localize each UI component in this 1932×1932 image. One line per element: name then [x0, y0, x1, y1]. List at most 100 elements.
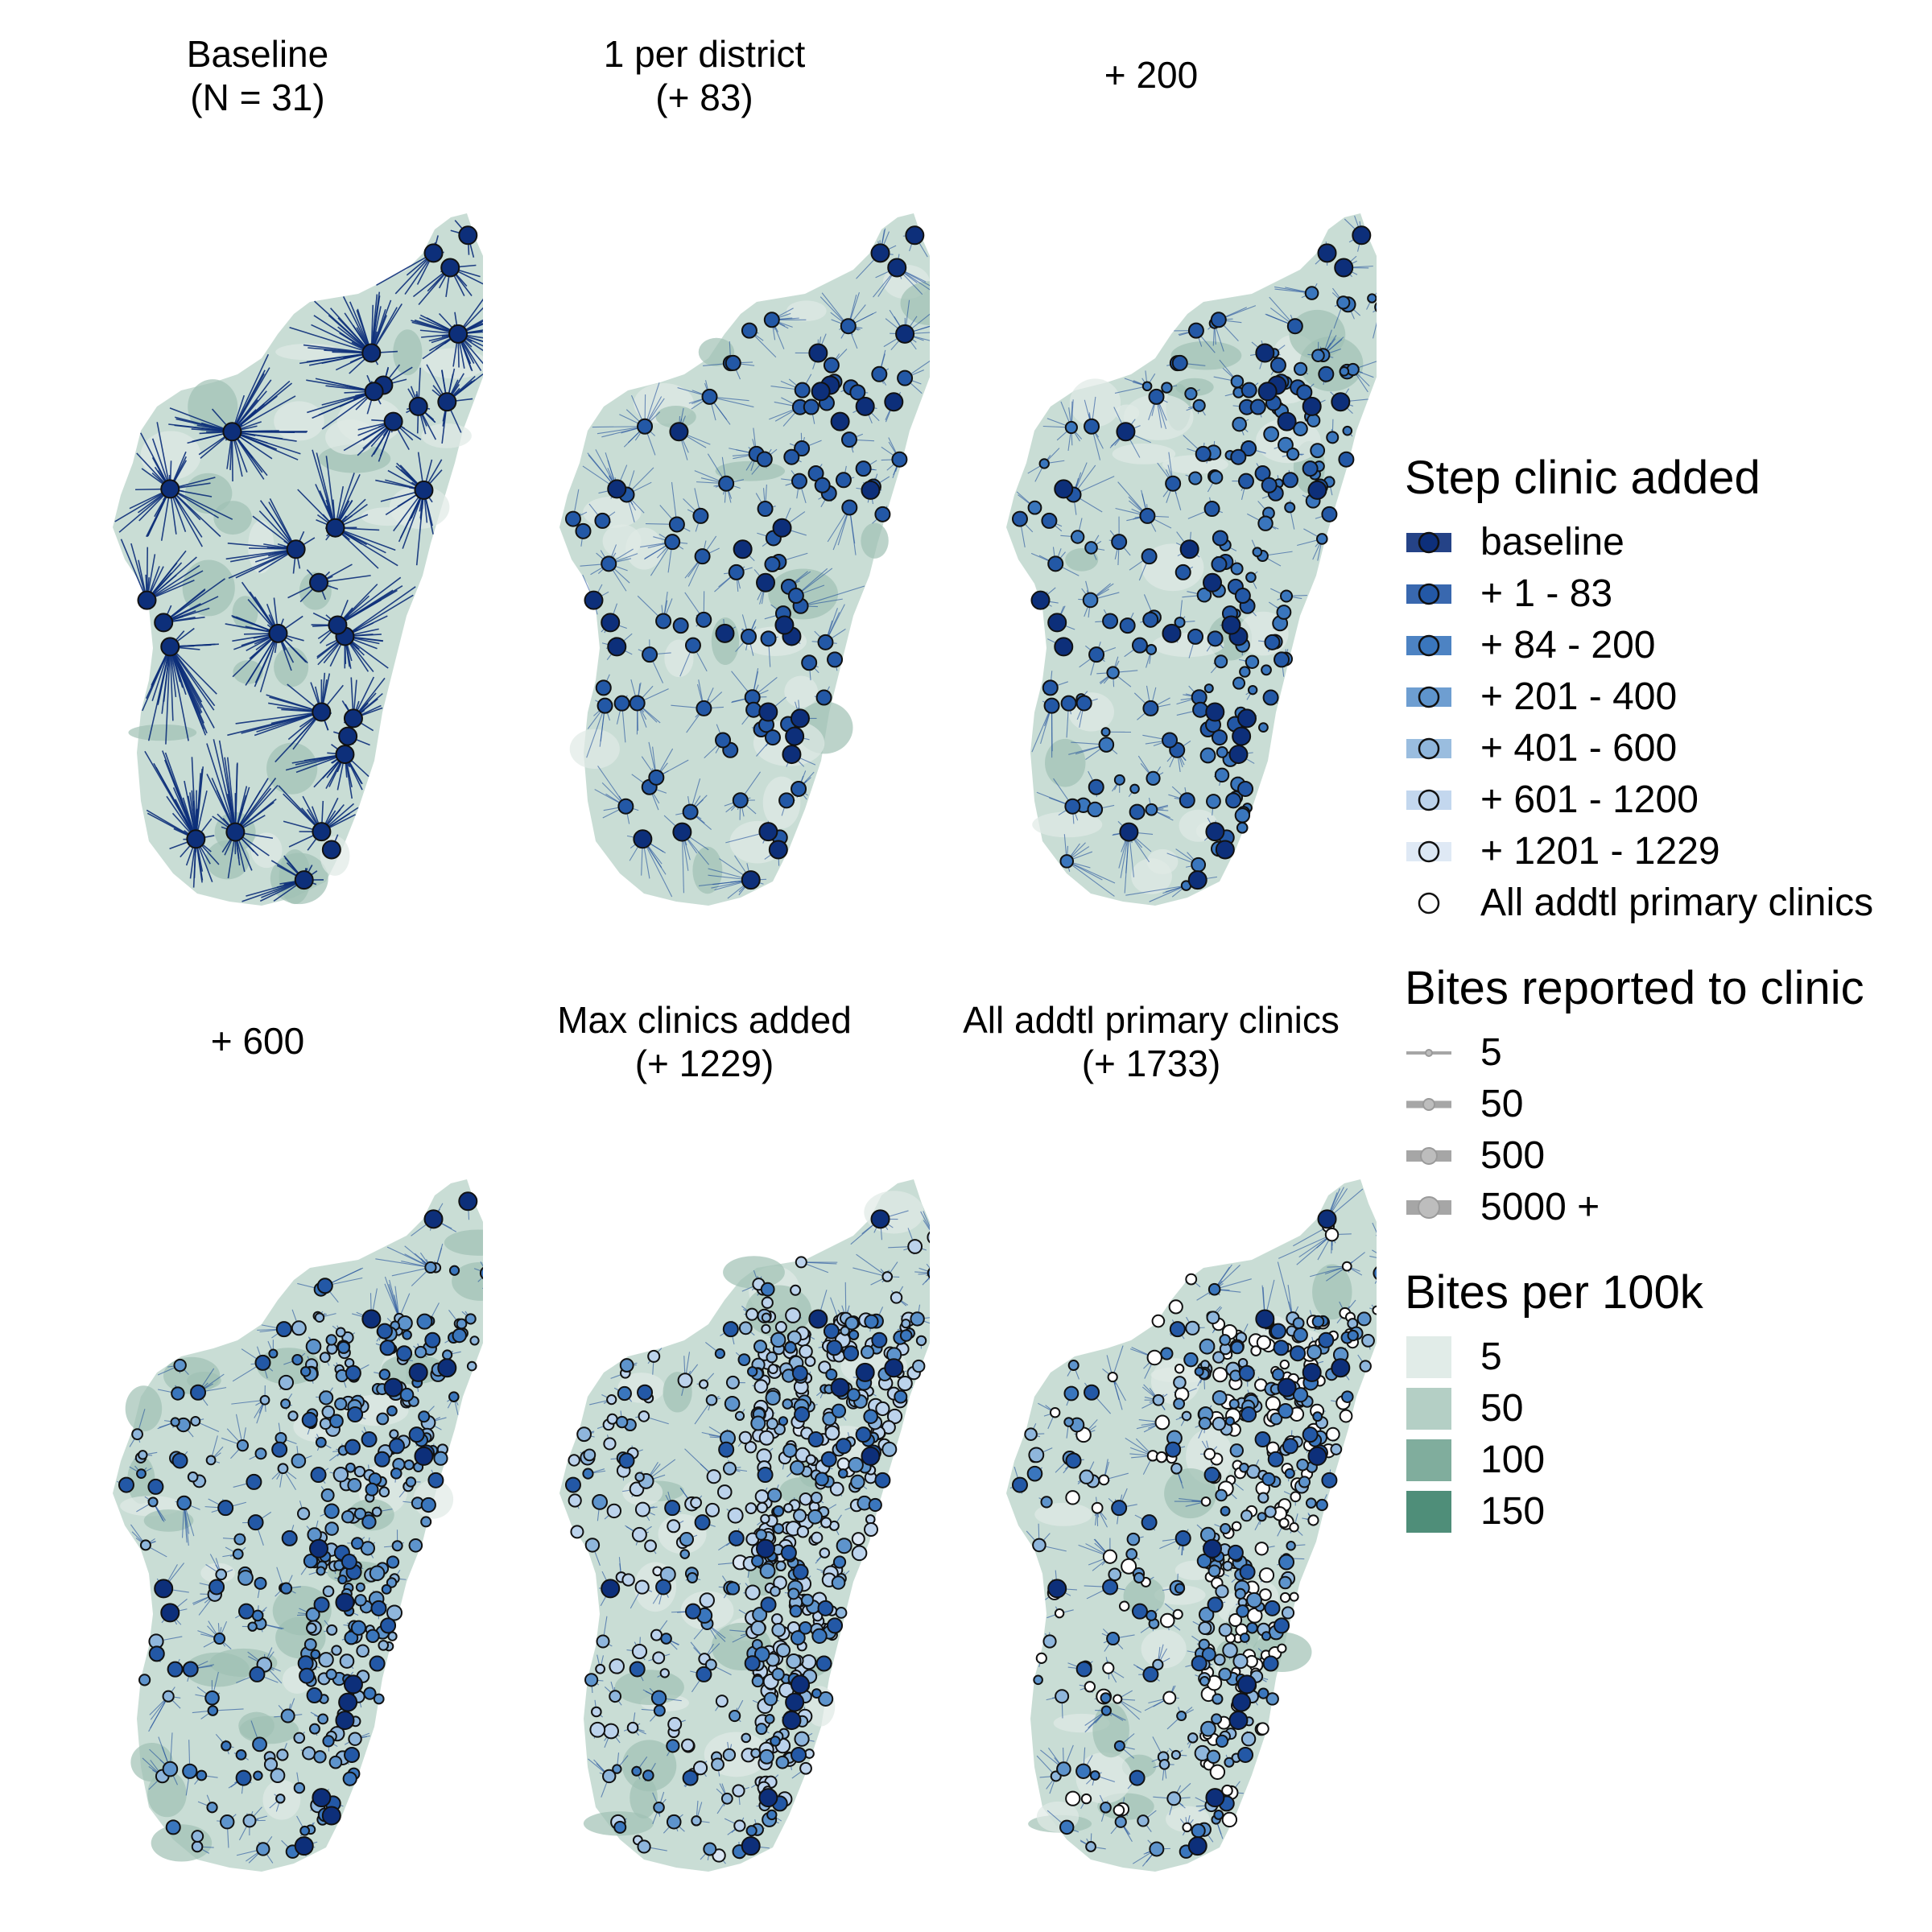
- clinic-point: [1338, 451, 1355, 468]
- clinic-point: [774, 615, 795, 635]
- clinic-point: [1261, 477, 1278, 493]
- catchment-line: [311, 324, 372, 354]
- clinic-point: [609, 1690, 622, 1703]
- clinic-point: [1236, 821, 1249, 834]
- clinic-point: [767, 1488, 782, 1503]
- clinic-point: [718, 1441, 735, 1458]
- clinic-point: [774, 1321, 787, 1334]
- clinic-point: [602, 1769, 617, 1784]
- clinic-point: [418, 1410, 431, 1423]
- clinic-point: [1030, 590, 1051, 610]
- clinic-point: [823, 357, 840, 374]
- clinic-point: [745, 1307, 759, 1321]
- clinic-point: [682, 803, 699, 820]
- clinic-point: [750, 1415, 766, 1431]
- clinic-point: [801, 1593, 815, 1607]
- clinic-point: [318, 1652, 334, 1668]
- catchment-line: [370, 294, 378, 353]
- clinic-point: [294, 870, 314, 890]
- clinic-point: [733, 539, 753, 559]
- clinic-point: [424, 1261, 437, 1274]
- clinic-point: [1161, 382, 1173, 394]
- clinic-point: [758, 702, 778, 722]
- clinic-point: [884, 392, 904, 412]
- panel-title: All addtl primary clinics (+ 1733): [963, 999, 1340, 1084]
- clinic-point: [753, 1340, 767, 1354]
- clinic-point: [310, 1649, 321, 1660]
- clinic-point: [915, 1335, 927, 1347]
- clinic-point: [423, 243, 444, 263]
- clinic-point: [808, 1309, 828, 1329]
- clinic-point: [1278, 436, 1294, 453]
- clinic-point: [279, 1582, 293, 1595]
- clinic-point: [291, 1354, 303, 1366]
- clinic-point: [247, 1514, 264, 1531]
- clinic-point: [225, 822, 246, 842]
- catchment-line: [1369, 1255, 1377, 1258]
- incidence-patch: [248, 520, 275, 574]
- clinic-point: [757, 501, 774, 518]
- clinic-point: [341, 1510, 355, 1524]
- clinic-point: [603, 1437, 617, 1451]
- map-panel: All addtl primary clinics (+ 1733): [926, 966, 1377, 1932]
- madagascar-map: [1006, 213, 1377, 906]
- clinic-point: [383, 411, 403, 431]
- clinic-point: [317, 1713, 329, 1725]
- clinic-point: [1027, 500, 1042, 515]
- clinic-point: [391, 1540, 403, 1552]
- clinic-point: [1326, 431, 1340, 444]
- clinic-point: [319, 1352, 331, 1364]
- clinic-point: [427, 1472, 444, 1488]
- clinic-point: [1282, 472, 1298, 489]
- catchment-line: [415, 489, 425, 566]
- clinic-point: [306, 1622, 317, 1634]
- clinic-point: [811, 382, 831, 402]
- clinic-point: [469, 1335, 480, 1346]
- clinic-point: [1084, 541, 1098, 555]
- clinic-point: [344, 1439, 361, 1455]
- clinic-point: [576, 1426, 592, 1443]
- clinic-point: [808, 343, 828, 363]
- panel-title: + 200: [1104, 54, 1199, 96]
- clinic-point: [343, 708, 363, 729]
- clinic-point: [1214, 767, 1230, 783]
- clinic-point: [1211, 555, 1228, 572]
- clinic-point: [1111, 534, 1128, 551]
- clinic-point: [650, 1629, 663, 1641]
- clinic-point: [753, 1379, 769, 1394]
- clinic-point: [824, 1425, 840, 1441]
- clinic-point: [324, 1503, 340, 1519]
- clinic-point: [1205, 702, 1225, 722]
- clinic-point: [596, 1634, 610, 1649]
- clinic-point: [386, 1555, 400, 1569]
- clinic-point: [1232, 726, 1252, 746]
- catchment-line: [344, 586, 416, 638]
- clinic-point: [397, 1315, 413, 1331]
- clinic-point: [799, 1344, 813, 1359]
- catchment-line: [316, 452, 336, 528]
- clinic-point: [1119, 617, 1136, 634]
- clinic-point: [629, 1661, 646, 1678]
- clinic-point: [379, 1340, 396, 1356]
- clinic-point: [1162, 732, 1179, 749]
- clinic-point: [376, 1323, 393, 1340]
- clinic-point: [237, 1603, 254, 1620]
- catchment-line: [169, 646, 174, 721]
- clinic-point: [758, 1430, 774, 1446]
- catchment-line: [384, 1276, 400, 1319]
- incidence-patch: [621, 1740, 677, 1792]
- clinic-point: [728, 564, 745, 580]
- clinic-point: [855, 1426, 872, 1443]
- clinic-point: [222, 422, 242, 442]
- clinic-point: [801, 654, 818, 671]
- clinic-point: [820, 1451, 837, 1468]
- clinic-point: [728, 1530, 745, 1546]
- clinic-point: [1255, 343, 1275, 363]
- clinic-point: [361, 1514, 377, 1530]
- clinic-point: [776, 1643, 791, 1658]
- catchment-line: [211, 778, 237, 832]
- clinic-point: [756, 572, 776, 592]
- clinic-point: [1245, 572, 1257, 583]
- clinic-point: [750, 1620, 766, 1637]
- clinic-point: [696, 611, 712, 628]
